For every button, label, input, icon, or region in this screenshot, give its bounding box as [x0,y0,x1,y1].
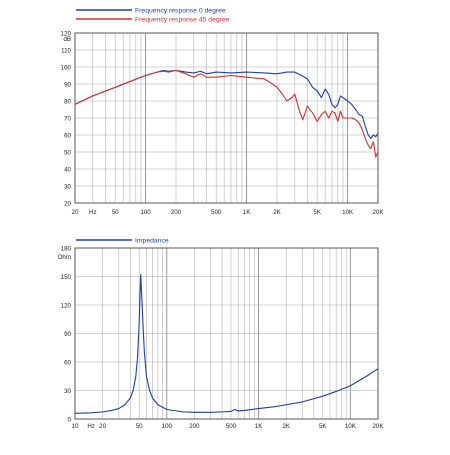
x-tick-label: 1K [255,423,263,430]
x-tick-label: 20 [72,209,79,216]
x-tick-label: 10K [342,209,354,216]
x-tick-label: 5K [319,423,327,430]
x-tick-labels: 10 Hz 20 50 100 200 500 1K 2K 5K 10K 20K [72,423,385,430]
legend-label: Frequency response 0 degree [135,8,226,15]
y-tick-label: 90 [64,82,71,89]
x-tick-label: 10K [345,423,357,430]
y-tick-label: 120 [61,31,72,38]
y-tick-label: 20 [64,201,71,208]
y-tick-label: 120 [61,303,72,310]
x-tick-label: 5K [313,209,321,216]
y-unit-label: Ohm [58,254,71,261]
x-tick-label: Hz [89,209,97,216]
y-tick-labels: 20 30 40 50 60 70 80 90 100 110 120 [61,31,72,208]
x-tick-label: 200 [189,423,200,430]
series-line [74,274,379,414]
x-tick-label: 20K [372,209,384,216]
y-tick-label: 30 [64,388,71,395]
y-tick-label: 80 [64,99,71,106]
x-tick-label: 20K [372,423,384,430]
legend: Frequency response 0 degree Frequency res… [76,8,230,24]
y-tick-label: 0 [68,417,72,424]
y-tick-label: 70 [64,116,71,123]
legend: Impedance [76,238,169,245]
x-tick-label: 100 [140,209,151,216]
y-tick-label: 50 [64,150,71,157]
y-tick-label: 110 [61,48,71,55]
x-tick-label: 500 [211,209,222,216]
y-tick-label: 180 [61,246,72,253]
horizontal-gridlines [75,32,378,204]
y-tick-label: 150 [61,274,72,281]
x-tick-label: 2K [273,209,281,216]
x-tick-label: 100 [162,423,173,430]
x-tick-label: 500 [226,423,237,430]
y-tick-label: 60 [64,360,71,367]
legend-label: Impedance [135,238,169,245]
y-tick-label: 40 [64,167,71,174]
x-tick-label: 200 [171,209,182,216]
x-tick-label: 50 [112,209,119,216]
x-tick-label: Hz [87,423,95,430]
horizontal-gridlines [75,247,378,420]
y-tick-label: 30 [64,184,71,191]
x-tick-label: 10 [72,423,79,430]
y-tick-label: 100 [61,65,72,72]
y-unit-label: dB [63,36,71,43]
x-tick-label: 20 [99,423,106,430]
plot-frame [74,32,379,204]
x-tick-label: 2K [282,423,290,430]
plot-frame [74,247,379,420]
x-tick-label: 1K [243,209,251,216]
y-tick-label: 90 [64,331,71,338]
x-tick-labels: 20 Hz 50 100 200 500 1K 2K 5K 10K 20K [72,209,385,216]
series-line [74,69,379,139]
series-line [74,69,379,158]
x-tick-label: 50 [136,423,143,430]
y-tick-label: 60 [64,133,71,140]
y-tick-labels: 0 30 60 90 120 150 180 [61,246,72,424]
legend-label: Frequency response 45 degree [135,17,230,24]
